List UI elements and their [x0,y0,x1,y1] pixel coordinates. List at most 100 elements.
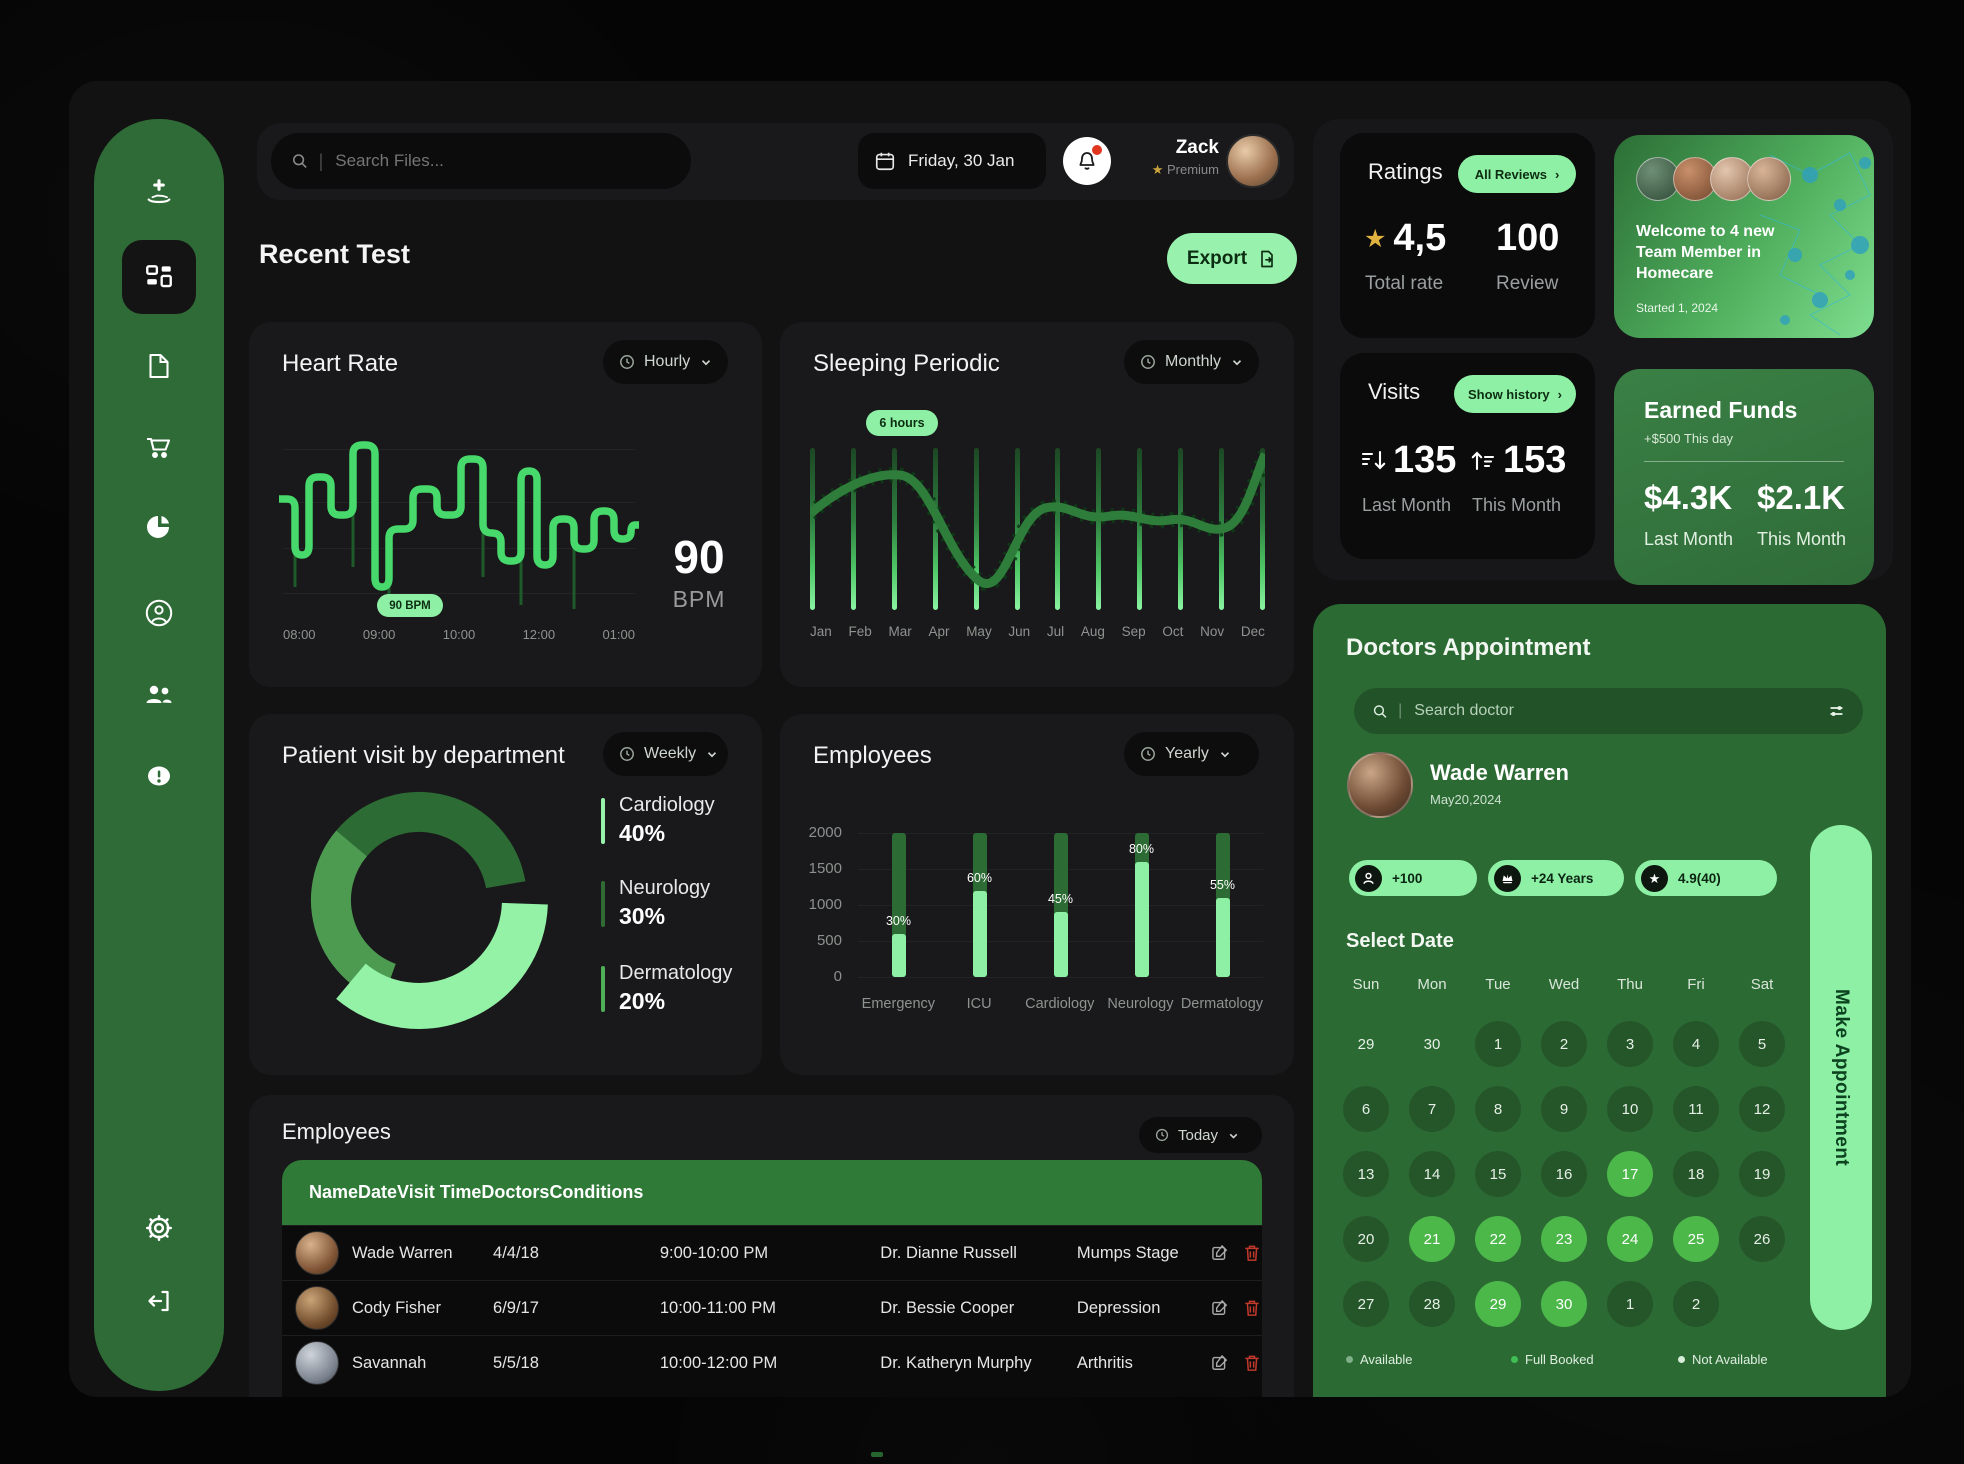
calendar-day[interactable]: 8 [1475,1086,1521,1132]
calendar-day[interactable]: 23 [1541,1216,1587,1262]
calendar-day[interactable]: 2 [1673,1281,1719,1327]
user-block[interactable]: Zack ★ Premium [1129,137,1219,178]
calendar-day[interactable]: 11 [1673,1086,1719,1132]
sidebar-item-documents[interactable] [143,350,175,382]
sidebar-item-orders[interactable] [143,430,175,462]
medical-care-icon[interactable] [143,177,175,209]
filter-icon[interactable] [1828,701,1845,721]
bar-track: 80% [1129,833,1154,977]
edit-icon[interactable] [1210,1353,1230,1373]
doctor-search-input[interactable] [1412,701,1819,721]
export-button[interactable]: Export [1167,233,1297,284]
axis-tick: 1500 [808,860,842,877]
clock-icon [1155,1128,1169,1142]
month-label: Mar [888,624,912,639]
axis-tick: 10:00 [442,627,476,642]
column-header: Name [309,1182,359,1202]
calendar-day[interactable]: 1 [1475,1021,1521,1067]
sidebar-item-patients[interactable] [143,679,175,711]
chevron-right-icon: › [1557,386,1562,402]
calendar-day[interactable]: 10 [1607,1086,1653,1132]
calendar-day[interactable]: 5 [1739,1021,1785,1067]
calendar-day[interactable]: 16 [1541,1151,1587,1197]
cell-date: 4/4/18 [493,1243,539,1262]
calendar-day[interactable]: 30 [1423,1035,1441,1053]
departments-card: Patient visit by department Weekly Cardi… [249,714,762,1075]
sleeping-range-dropdown[interactable]: Monthly [1124,340,1259,384]
edit-icon[interactable] [1210,1243,1230,1263]
calendar-day[interactable]: 25 [1673,1216,1719,1262]
settings-gear-icon[interactable] [143,1212,175,1244]
search-bar[interactable]: | [271,133,691,189]
sidebar-item-alerts[interactable] [143,760,175,792]
cell-date: 6/9/17 [493,1298,539,1317]
card-title: Visits [1368,379,1421,404]
user-avatar[interactable] [1226,134,1280,188]
calendar-icon [875,152,895,171]
departments-range-dropdown[interactable]: Weekly [603,732,728,776]
edit-icon[interactable] [1210,1298,1230,1318]
calendar-day[interactable]: 12 [1739,1086,1785,1132]
calendar-day[interactable]: 2 [1541,1021,1587,1067]
calendar-day[interactable]: 19 [1739,1151,1785,1197]
delete-icon[interactable] [1242,1353,1262,1373]
calendar-day[interactable]: 13 [1343,1151,1389,1197]
calendar-day[interactable]: 20 [1343,1216,1389,1262]
employees-bar-chart: 30% 60% 45% 80% 55% [858,833,1263,978]
legend-swatch [601,798,605,844]
calendar-day[interactable]: 24 [1607,1216,1653,1262]
date-selector[interactable]: Friday, 30 Jan [858,133,1046,189]
calendar-day[interactable]: 27 [1343,1281,1389,1327]
calendar-day[interactable]: 15 [1475,1151,1521,1197]
table-header: Name Date Visit Time Doctors Conditions [282,1160,1262,1225]
doctor-avatar[interactable] [1347,752,1413,818]
all-reviews-button[interactable]: All Reviews › [1458,155,1576,193]
search-input[interactable] [333,150,671,172]
card-title: Ratings [1368,159,1443,184]
calendar-day[interactable]: 26 [1739,1216,1785,1262]
table-row[interactable]: Savannah 5/5/18 10:00-12:00 PM Dr. Kathe… [282,1335,1262,1390]
earned-funds-card: Earned Funds +$500 This day $4.3K $2.1K … [1614,369,1874,585]
page-title: Recent Test [259,239,411,269]
heart-rate-range-dropdown[interactable]: Hourly [603,340,728,384]
calendar-day[interactable]: 9 [1541,1086,1587,1132]
make-appointment-button[interactable]: Make Appointment [1810,825,1872,1330]
cell-condition: Mumps Stage [1076,1243,1179,1262]
calendar-day[interactable]: 28 [1409,1281,1455,1327]
calendar-day[interactable]: 29 [1357,1035,1375,1053]
table-row[interactable]: Cody Fisher 6/9/17 10:00-11:00 PM Dr. Be… [282,1280,1262,1335]
earned-last-month-value: $4.3K [1644,479,1733,516]
calendar-day[interactable]: 21 [1409,1216,1455,1262]
calendar-day[interactable]: 7 [1409,1086,1455,1132]
sidebar-item-profile[interactable] [143,597,175,629]
calendar-day[interactable]: 18 [1673,1151,1719,1197]
calendar-day[interactable]: 17 [1607,1151,1653,1197]
cell-visit-time: 9:00-10:00 PM [659,1243,769,1262]
axis-tick: 500 [816,932,842,949]
calendar-day[interactable]: 4 [1673,1021,1719,1067]
doctor-search-bar[interactable]: | [1354,688,1863,734]
cart-icon [147,437,171,458]
calendar-day[interactable]: 29 [1475,1281,1521,1327]
delete-icon[interactable] [1242,1298,1262,1318]
sidebar-item-dashboard-active[interactable] [122,240,196,314]
sidebar-item-analytics[interactable] [143,510,175,542]
bar-fill [1134,861,1149,977]
calendar-day[interactable]: 22 [1475,1216,1521,1262]
calendar-day[interactable]: 14 [1409,1151,1455,1197]
total-rate-value: 4,5 [1393,217,1447,259]
calendar-day[interactable]: 6 [1343,1086,1389,1132]
employees-range-dropdown[interactable]: Yearly [1124,732,1259,776]
logout-icon[interactable] [143,1285,175,1317]
premium-star-icon: ★ [1151,162,1164,177]
delete-icon[interactable] [1242,1243,1262,1263]
calendar-day[interactable]: 1 [1607,1281,1653,1327]
table-row[interactable]: Wade Warren 4/4/18 9:00-10:00 PM Dr. Dia… [282,1225,1262,1280]
table-range-dropdown[interactable]: Today [1139,1117,1262,1153]
notifications-button[interactable] [1063,137,1111,185]
welcome-banner[interactable]: Welcome to 4 new Team Member in Homecare… [1614,135,1874,338]
calendar-day[interactable]: 30 [1541,1281,1587,1327]
experience-badge: +24 Years [1488,860,1624,896]
calendar-day[interactable]: 3 [1607,1021,1653,1067]
show-history-button[interactable]: Show history › [1454,375,1576,413]
